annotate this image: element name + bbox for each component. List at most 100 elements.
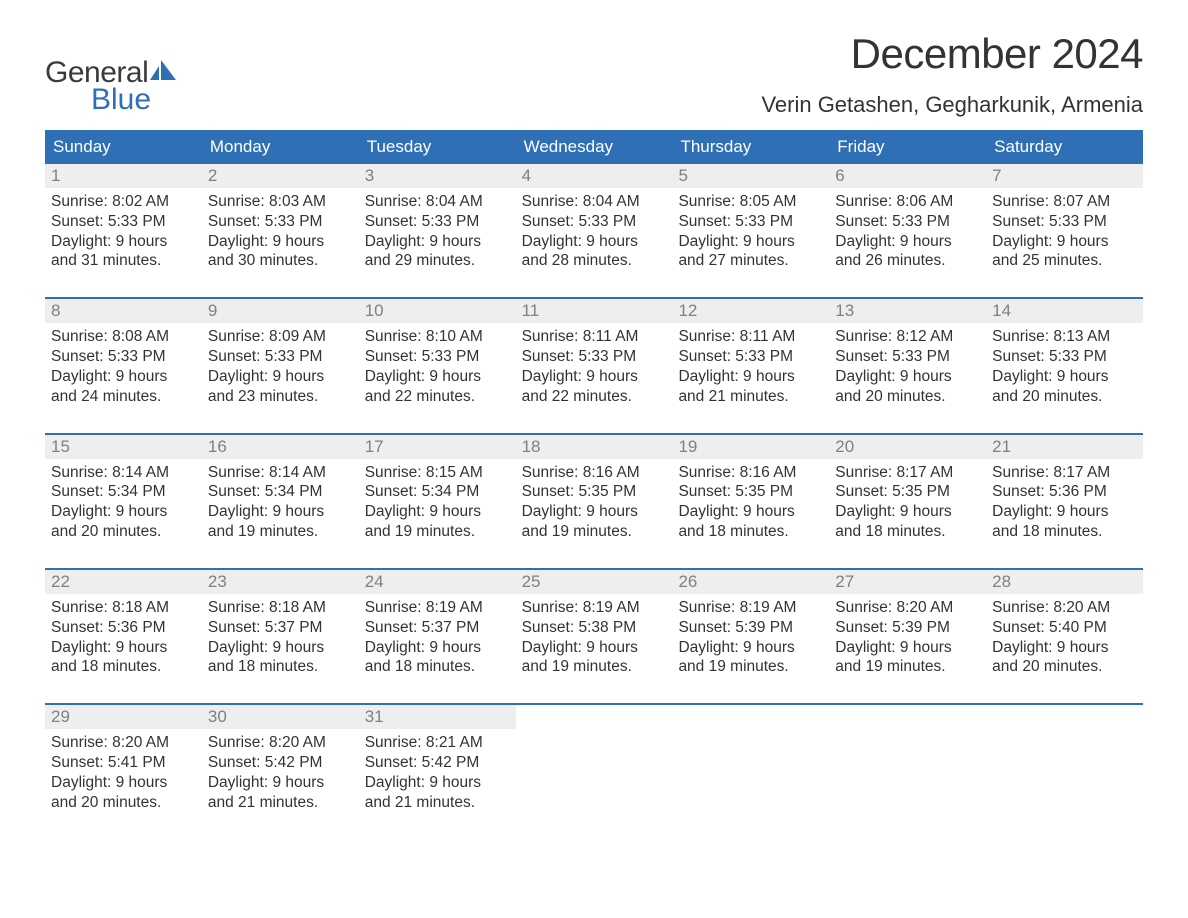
daylight-line-2: and 20 minutes. bbox=[992, 658, 1102, 675]
sunrise-line: Sunrise: 8:20 AM bbox=[51, 734, 169, 751]
sunrise-line: Sunrise: 8:20 AM bbox=[992, 599, 1110, 616]
day-cell: 18Sunrise: 8:16 AMSunset: 5:35 PMDayligh… bbox=[516, 435, 673, 544]
sunset-line: Sunset: 5:39 PM bbox=[678, 619, 793, 636]
daylight-line-2: and 22 minutes. bbox=[365, 388, 475, 405]
day-cell: 10Sunrise: 8:10 AMSunset: 5:33 PMDayligh… bbox=[359, 299, 516, 408]
week-row: 22Sunrise: 8:18 AMSunset: 5:36 PMDayligh… bbox=[45, 568, 1143, 679]
day-number: 14 bbox=[986, 299, 1143, 323]
daylight-line-1: Daylight: 9 hours bbox=[208, 233, 324, 250]
daylight-line-2: and 19 minutes. bbox=[835, 658, 945, 675]
logo: General Blue bbox=[45, 30, 176, 113]
daylight-line-1: Daylight: 9 hours bbox=[365, 503, 481, 520]
day-number: 19 bbox=[672, 435, 829, 459]
sunset-line: Sunset: 5:35 PM bbox=[835, 483, 950, 500]
sunrise-line: Sunrise: 8:15 AM bbox=[365, 464, 483, 481]
day-cell: 23Sunrise: 8:18 AMSunset: 5:37 PMDayligh… bbox=[202, 570, 359, 679]
daylight-line-1: Daylight: 9 hours bbox=[365, 233, 481, 250]
sunrise-line: Sunrise: 8:11 AM bbox=[522, 328, 639, 345]
day-cell: 21Sunrise: 8:17 AMSunset: 5:36 PMDayligh… bbox=[986, 435, 1143, 544]
daylight-line-2: and 26 minutes. bbox=[835, 252, 945, 269]
day-number: 28 bbox=[986, 570, 1143, 594]
day-number: 22 bbox=[45, 570, 202, 594]
day-content: Sunrise: 8:20 AMSunset: 5:39 PMDaylight:… bbox=[829, 594, 986, 679]
daylight-line-1: Daylight: 9 hours bbox=[51, 503, 167, 520]
dow-cell: Monday bbox=[202, 130, 359, 164]
daylight-line-1: Daylight: 9 hours bbox=[51, 774, 167, 791]
daylight-line-1: Daylight: 9 hours bbox=[365, 774, 481, 791]
sunrise-line: Sunrise: 8:14 AM bbox=[208, 464, 326, 481]
day-content: Sunrise: 8:20 AMSunset: 5:40 PMDaylight:… bbox=[986, 594, 1143, 679]
sunrise-line: Sunrise: 8:20 AM bbox=[208, 734, 326, 751]
sunrise-line: Sunrise: 8:03 AM bbox=[208, 193, 326, 210]
day-number: 1 bbox=[45, 164, 202, 188]
daylight-line-1: Daylight: 9 hours bbox=[208, 774, 324, 791]
day-number: 12 bbox=[672, 299, 829, 323]
daylight-line-2: and 23 minutes. bbox=[208, 388, 318, 405]
day-cell: 31Sunrise: 8:21 AMSunset: 5:42 PMDayligh… bbox=[359, 705, 516, 814]
day-number: 17 bbox=[359, 435, 516, 459]
daylight-line-1: Daylight: 9 hours bbox=[678, 233, 794, 250]
daylight-line-2: and 20 minutes. bbox=[51, 794, 161, 811]
day-number: 5 bbox=[672, 164, 829, 188]
sunset-line: Sunset: 5:34 PM bbox=[51, 483, 166, 500]
daylight-line-2: and 27 minutes. bbox=[678, 252, 788, 269]
day-content: Sunrise: 8:14 AMSunset: 5:34 PMDaylight:… bbox=[202, 459, 359, 544]
day-cell: 8Sunrise: 8:08 AMSunset: 5:33 PMDaylight… bbox=[45, 299, 202, 408]
day-content: Sunrise: 8:03 AMSunset: 5:33 PMDaylight:… bbox=[202, 188, 359, 273]
day-cell: 4Sunrise: 8:04 AMSunset: 5:33 PMDaylight… bbox=[516, 164, 673, 273]
location-text: Verin Getashen, Gegharkunik, Armenia bbox=[761, 92, 1143, 118]
sunset-line: Sunset: 5:33 PM bbox=[51, 213, 166, 230]
day-number: 8 bbox=[45, 299, 202, 323]
daylight-line-1: Daylight: 9 hours bbox=[678, 503, 794, 520]
day-cell: ..... bbox=[986, 705, 1143, 814]
sunset-line: Sunset: 5:33 PM bbox=[992, 213, 1107, 230]
daylight-line-2: and 18 minutes. bbox=[678, 523, 788, 540]
day-number: 18 bbox=[516, 435, 673, 459]
sunset-line: Sunset: 5:37 PM bbox=[365, 619, 480, 636]
sunset-line: Sunset: 5:33 PM bbox=[678, 348, 793, 365]
day-cell: 2Sunrise: 8:03 AMSunset: 5:33 PMDaylight… bbox=[202, 164, 359, 273]
daylight-line-2: and 18 minutes. bbox=[51, 658, 161, 675]
daylight-line-1: Daylight: 9 hours bbox=[522, 639, 638, 656]
day-cell: 12Sunrise: 8:11 AMSunset: 5:33 PMDayligh… bbox=[672, 299, 829, 408]
sunrise-line: Sunrise: 8:17 AM bbox=[835, 464, 953, 481]
sunset-line: Sunset: 5:36 PM bbox=[51, 619, 166, 636]
daylight-line-2: and 19 minutes. bbox=[522, 523, 632, 540]
sunset-line: Sunset: 5:41 PM bbox=[51, 754, 166, 771]
sunrise-line: Sunrise: 8:19 AM bbox=[678, 599, 796, 616]
weeks-container: 1Sunrise: 8:02 AMSunset: 5:33 PMDaylight… bbox=[45, 164, 1143, 815]
day-number: 23 bbox=[202, 570, 359, 594]
calendar: SundayMondayTuesdayWednesdayThursdayFrid… bbox=[45, 130, 1143, 815]
day-number: 21 bbox=[986, 435, 1143, 459]
sunrise-line: Sunrise: 8:16 AM bbox=[522, 464, 640, 481]
day-cell: 25Sunrise: 8:19 AMSunset: 5:38 PMDayligh… bbox=[516, 570, 673, 679]
day-number: 30 bbox=[202, 705, 359, 729]
day-content: Sunrise: 8:14 AMSunset: 5:34 PMDaylight:… bbox=[45, 459, 202, 544]
logo-sail-icon bbox=[150, 60, 176, 84]
daylight-line-1: Daylight: 9 hours bbox=[51, 368, 167, 385]
day-number: 29 bbox=[45, 705, 202, 729]
day-number: 16 bbox=[202, 435, 359, 459]
daylight-line-1: Daylight: 9 hours bbox=[835, 503, 951, 520]
daylight-line-2: and 30 minutes. bbox=[208, 252, 318, 269]
day-cell: 24Sunrise: 8:19 AMSunset: 5:37 PMDayligh… bbox=[359, 570, 516, 679]
daylight-line-2: and 19 minutes. bbox=[365, 523, 475, 540]
dow-cell: Saturday bbox=[986, 130, 1143, 164]
day-cell: 17Sunrise: 8:15 AMSunset: 5:34 PMDayligh… bbox=[359, 435, 516, 544]
daylight-line-1: Daylight: 9 hours bbox=[365, 639, 481, 656]
week-row: 8 Sunrise: 8:08 AM Sunset: 5:33 PM Daylight… bbox=[45, 297, 1143, 408]
sunset-line: Sunset: 5:33 PM bbox=[522, 213, 637, 230]
day-cell: 1Sunrise: 8:02 AMSunset: 5:33 PMDaylight… bbox=[45, 164, 202, 273]
day-cell: 19Sunrise: 8:16 AMSunset: 5:35 PMDayligh… bbox=[672, 435, 829, 544]
sunrise-line: Sunrise: 8:04 AM bbox=[522, 193, 640, 210]
title-block: December 2024 Verin Getashen, Gegharkuni… bbox=[761, 30, 1143, 118]
day-content: Sunrise: 8:17 AM Sunset: 5:35 PM Daylight:… bbox=[829, 459, 986, 544]
day-content: Sunrise: 8:11 AMSunset: 5:33 PMDaylight:… bbox=[672, 323, 829, 408]
daylight-line-1: Daylight: 9 hours bbox=[208, 503, 324, 520]
daylight-line-1: Daylight: 9 hours bbox=[51, 639, 167, 656]
sunrise-line: Sunrise: 8:06 AM bbox=[835, 193, 953, 210]
daylight-line-2: and 31 minutes. bbox=[51, 252, 161, 269]
daylight-line-1: Daylight: 9 hours bbox=[835, 233, 951, 250]
sunrise-line: Sunrise: 8:08 AM bbox=[51, 328, 169, 345]
day-content: Sunrise: 8:04 AMSunset: 5:33 PMDaylight:… bbox=[359, 188, 516, 273]
